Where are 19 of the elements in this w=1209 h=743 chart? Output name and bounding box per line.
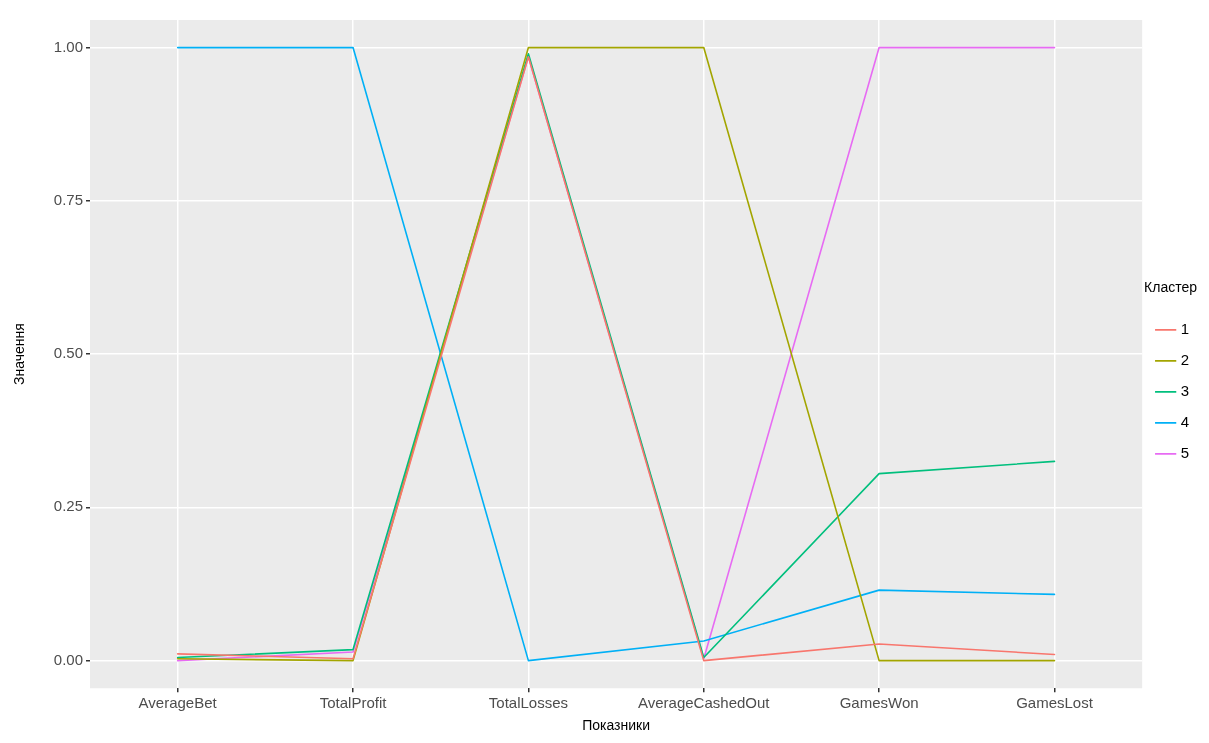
x-tick-label: AverageCashedOut	[638, 694, 771, 712]
legend-label: 1	[1180, 320, 1189, 338]
x-tick-label: TotalLosses	[488, 694, 569, 712]
y-tick-label: 0.25	[53, 497, 83, 515]
x-tick-label: GamesWon	[839, 694, 919, 712]
y-tick-label: 0.00	[53, 650, 83, 668]
y-axis-title: Значення	[11, 323, 28, 385]
legend-label: 5	[1180, 444, 1189, 462]
x-axis-title: Показники	[582, 717, 650, 734]
y-tick-label: 0.75	[53, 190, 83, 208]
y-tick-label: 0.50	[53, 344, 83, 362]
x-tick-label: AverageBet	[138, 694, 218, 712]
legend-title: Кластер	[1144, 279, 1198, 296]
legend-label: 2	[1180, 351, 1189, 369]
legend-label: 4	[1180, 413, 1189, 431]
x-tick-label: TotalProfit	[319, 694, 388, 712]
y-tick-label: 1.00	[53, 37, 83, 55]
x-tick-label: GamesLost	[1016, 694, 1094, 712]
legend-label: 3	[1180, 382, 1189, 400]
